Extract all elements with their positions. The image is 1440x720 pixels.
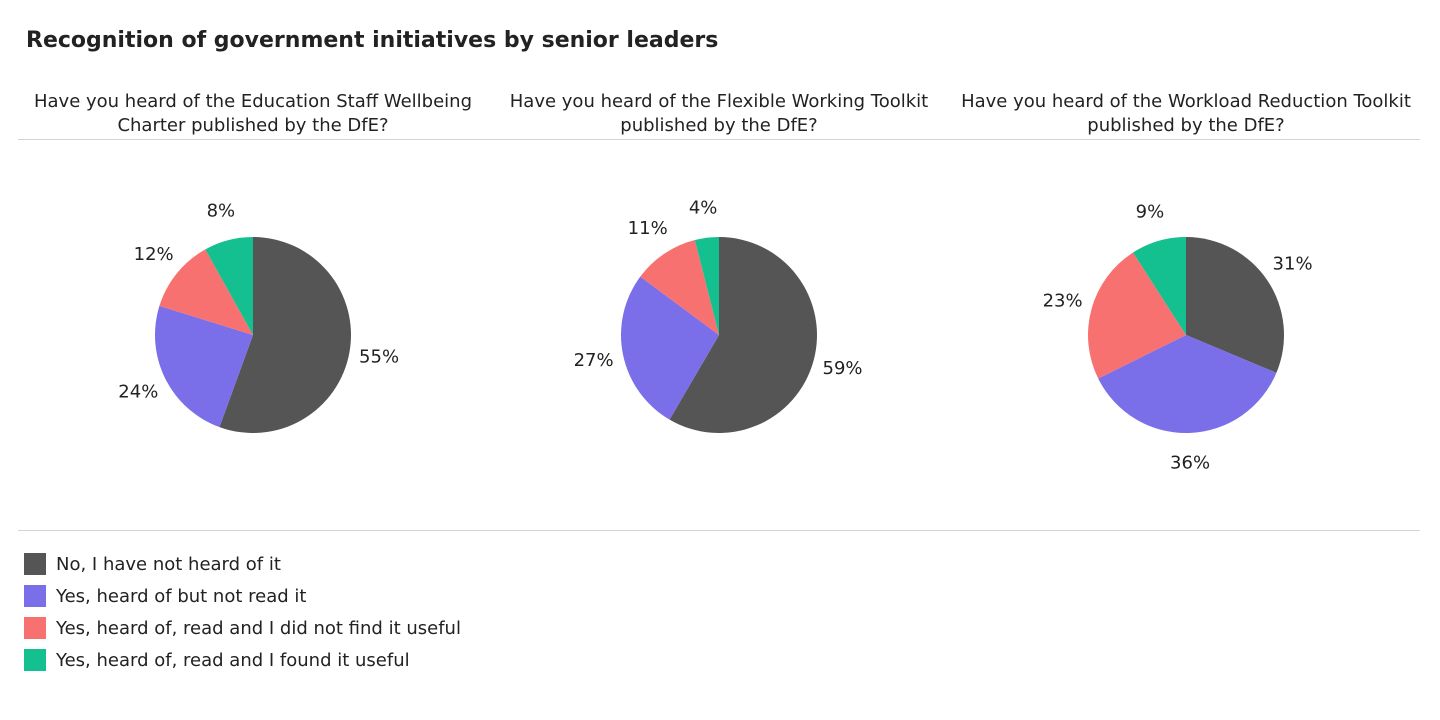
data-label: 23% [1043, 290, 1083, 311]
data-label: 59% [823, 358, 863, 379]
data-label: 27% [574, 350, 614, 371]
legend-item-read-useful: Yes, heard of, read and I found it usefu… [24, 644, 461, 676]
chart-title-wellbeing-charter: Have you heard of the Education Staff We… [18, 90, 488, 138]
slice-no-heard [219, 237, 351, 433]
chart-title-line: Have you heard of the Education Staff We… [33, 91, 472, 112]
data-label: 36% [1170, 452, 1210, 473]
slice-heard-not-read [1098, 335, 1277, 433]
slice-heard-not-read [621, 276, 719, 420]
legend-swatch [24, 649, 46, 671]
slice-read-useful [1133, 237, 1186, 335]
slice-read-not-useful [640, 240, 719, 335]
data-label: 31% [1273, 254, 1313, 275]
slice-no-heard [669, 237, 817, 433]
legend-label: Yes, heard of, read and I did not find i… [56, 617, 461, 639]
data-label: 9% [1136, 202, 1165, 223]
slice-read-not-useful [1088, 252, 1186, 379]
legend-item-no-heard: No, I have not heard of it [24, 548, 461, 580]
chart-title-line: published by the DfE? [1087, 115, 1285, 136]
data-label: 24% [118, 381, 158, 402]
slice-read-not-useful [159, 249, 253, 335]
chart-title-line: Charter published by the DfE? [117, 115, 389, 136]
data-label: 55% [359, 347, 399, 368]
chart-title-flexible-working: Have you heard of the Flexible Working T… [484, 90, 954, 138]
legend-label: Yes, heard of but not read it [56, 585, 307, 607]
data-label: 12% [134, 244, 174, 265]
chart-panel-workload-reduction: 31% 36% 23% 9% Have you heard of the Worklo… [951, 90, 1421, 490]
legend-item-read-not-useful: Yes, heard of, read and I did not find i… [24, 612, 461, 644]
legend-divider [18, 530, 1420, 531]
legend-label: No, I have not heard of it [56, 553, 281, 575]
slice-read-useful [205, 237, 253, 335]
chart-title-line: published by the DfE? [620, 115, 818, 136]
slice-read-useful [694, 237, 719, 335]
data-label: 8% [207, 201, 236, 222]
legend-swatch [24, 585, 46, 607]
chart-title-line: Have you heard of the Flexible Working T… [509, 91, 929, 112]
chart-panel-wellbeing-charter: 55% 24% 12% 8% Have you heard of the Educat… [18, 90, 488, 490]
pie-chart-workload-reduction: 31% 36% 23% 9% [1043, 202, 1313, 474]
chart-title-workload-reduction: Have you heard of the Workload Reduction… [951, 90, 1421, 138]
legend-swatch [24, 553, 46, 575]
page-title: Recognition of government initiatives by… [26, 28, 719, 53]
chart-title-line: Have you heard of the Workload Reduction… [961, 91, 1411, 112]
pie-chart-wellbeing-charter: 55% 24% 12% 8% [118, 201, 399, 433]
header-divider [18, 139, 1420, 140]
pie-chart-flexible-working: 59% 27% 11% 4% [574, 197, 863, 433]
data-label: 4% [689, 197, 718, 218]
slice-heard-not-read [154, 305, 253, 428]
legend-label: Yes, heard of, read and I found it usefu… [56, 649, 410, 671]
data-label: 11% [628, 218, 668, 239]
legend-swatch [24, 617, 46, 639]
slice-no-heard [1186, 237, 1284, 373]
legend-item-heard-not-read: Yes, heard of but not read it [24, 580, 461, 612]
legend: No, I have not heard of it Yes, heard of… [24, 548, 461, 676]
chart-panel-flexible-working: 59% 27% 11% 4% Have you heard of the Flexib… [484, 90, 954, 490]
